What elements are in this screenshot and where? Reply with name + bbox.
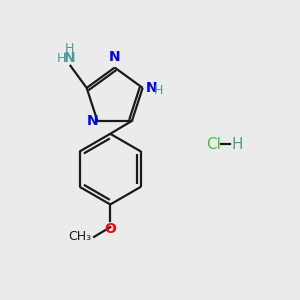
Text: N: N [87, 114, 99, 128]
Text: Cl: Cl [206, 136, 221, 152]
Text: H: H [154, 84, 163, 97]
Text: H: H [56, 52, 66, 65]
Text: N: N [109, 50, 121, 64]
Text: CH₃: CH₃ [69, 230, 92, 243]
Text: H: H [65, 42, 75, 55]
Text: H: H [232, 136, 243, 152]
Text: N: N [146, 81, 158, 95]
Text: N: N [64, 51, 76, 65]
Text: O: O [104, 222, 116, 236]
